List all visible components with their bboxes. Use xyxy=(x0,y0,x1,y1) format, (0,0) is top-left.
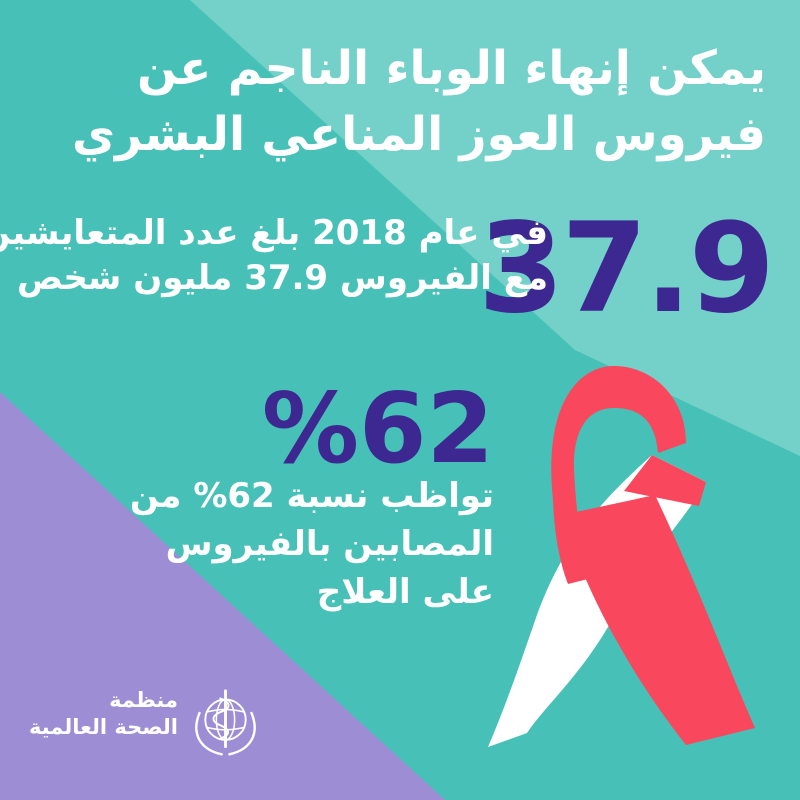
headline-line1: يمكن إنهاء الوباء الناجم عن xyxy=(137,41,766,96)
who-serpent xyxy=(212,697,230,739)
ribbon-back-band-red-tip xyxy=(624,455,706,506)
stat-hiv-desc-line2: مع الفيروس 37.9 مليون شخص xyxy=(17,258,548,298)
stat-treatment-desc-line2: المصابين بالفيروس xyxy=(165,524,494,564)
light-diagonal-band xyxy=(190,0,800,456)
stat-hiv-description: في عام 2018 بلغ عدد المتعايشين مع الفيرو… xyxy=(0,211,548,301)
headline: يمكن إنهاء الوباء الناجم عن فيروس العوز … xyxy=(72,36,766,168)
purple-corner-triangle xyxy=(0,392,445,800)
who-emblem-icon xyxy=(195,689,256,756)
who-wreath-left xyxy=(195,711,223,756)
desc-line1-percent: %62 xyxy=(193,476,275,516)
aids-ribbon-icon xyxy=(488,366,755,747)
ribbon-front-tail xyxy=(562,495,755,745)
who-org-name-line1: منظمة xyxy=(109,688,178,712)
stat-treatment-number: %62 xyxy=(261,372,494,485)
headline-line2: فيروس العوز المناعي البشري xyxy=(71,107,766,162)
stat-treatment-desc-line1: تواظب نسبة %62 من xyxy=(130,472,494,520)
who-wreath-right xyxy=(228,711,256,756)
ribbon-front-loop xyxy=(551,366,686,584)
stat-hiv-desc-line1: في عام 2018 بلغ عدد المتعايشين xyxy=(0,213,548,253)
stat-hiv-number: 37.9 xyxy=(478,197,775,341)
desc-line1-post: من xyxy=(129,476,182,516)
who-org-name: منظمة الصحة العالمية xyxy=(29,687,178,741)
stat-treatment-description: تواظب نسبة %62 من المصابين بالفيروس على … xyxy=(130,472,494,616)
stat-treatment-desc-line3: على العلاج xyxy=(316,572,494,612)
desc-line1-pre: تواظب نسبة xyxy=(286,476,494,516)
who-org-name-line2: الصحة العالمية xyxy=(28,715,178,739)
